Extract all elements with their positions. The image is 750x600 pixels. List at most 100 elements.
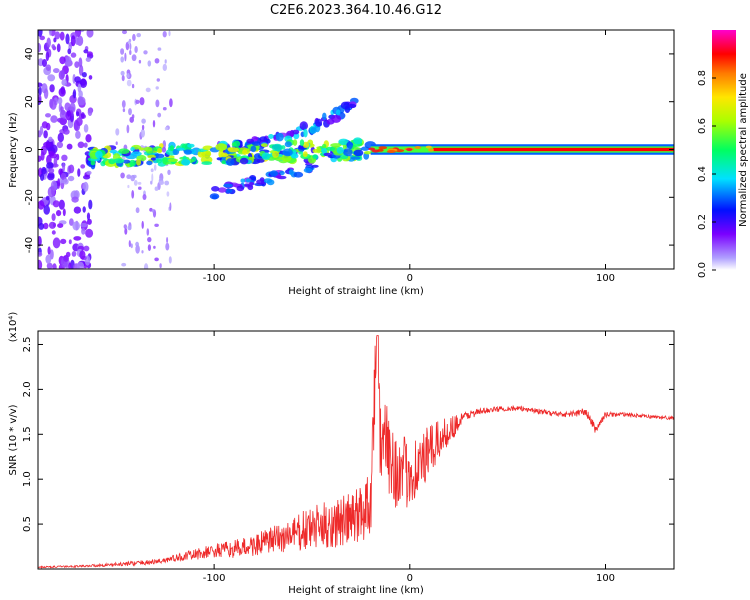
- noise-blob: [50, 115, 58, 123]
- signal-blob: [239, 157, 249, 165]
- colorbar-tick-label: 0.0: [697, 262, 708, 278]
- y-tick-label: 1.0: [22, 471, 33, 487]
- noise-blob: [68, 239, 72, 245]
- signal-blob: [272, 150, 279, 158]
- signal-blob: [157, 148, 163, 153]
- noise-blob: [60, 69, 65, 79]
- noise-blob: [82, 206, 86, 213]
- signal-blob: [261, 143, 268, 148]
- noise-blob: [79, 78, 88, 89]
- noise-blob: [43, 88, 49, 99]
- signal-blob: [363, 151, 372, 155]
- noise-blob: [85, 228, 94, 238]
- signal-blob: [129, 159, 137, 167]
- snr-ticks: -100 0 100 0.5 1.0 1.5 2.0 2.5: [22, 331, 674, 584]
- colorbar-tick-label: 0.8: [697, 70, 708, 86]
- signal-blob: [95, 150, 103, 159]
- lower-branch-blob: [311, 164, 319, 168]
- x-tick-label: 100: [596, 273, 615, 284]
- scatter-blob: [151, 173, 154, 183]
- noise-blob: [65, 110, 72, 121]
- signal-blob: [312, 154, 318, 159]
- upper-branch-blob: [336, 109, 341, 116]
- noise-blob: [52, 263, 57, 269]
- carrier-core: [433, 147, 674, 152]
- scatter-blob: [141, 220, 144, 229]
- signal-blob: [156, 158, 162, 164]
- scatter-blob: [128, 108, 132, 116]
- noise-blob: [43, 130, 48, 139]
- signal-blob: [221, 160, 226, 165]
- noise-blob: [86, 212, 91, 221]
- y-tick-label: 20: [24, 95, 35, 108]
- signal-blob: [90, 160, 96, 166]
- colorbar-tick-label: 0.6: [697, 118, 708, 134]
- signal-blob: [242, 149, 248, 155]
- carrier-blob: [425, 145, 432, 149]
- signal-blob: [343, 148, 353, 157]
- y-tick-label: -40: [24, 237, 35, 253]
- noise-blob: [45, 51, 50, 62]
- lower-branch-blob: [240, 178, 246, 183]
- snr-ylabel: SNR (10 * v/v): [8, 404, 19, 475]
- noise-blob: [56, 210, 62, 217]
- scatter-blob: [136, 33, 141, 38]
- noise-blob: [82, 181, 89, 192]
- y-tick-label: 0: [24, 146, 35, 152]
- noise-blob: [40, 173, 45, 181]
- noise-blob: [58, 199, 65, 210]
- lower-branch-blob: [225, 188, 233, 193]
- signal-blob: [176, 147, 185, 151]
- noise-blob: [67, 48, 72, 55]
- noise-blob: [86, 30, 94, 38]
- colorbar-tick-label: 0.4: [697, 166, 708, 182]
- noise-blob: [72, 221, 80, 231]
- noise-blob: [38, 236, 42, 247]
- signal-blob: [201, 151, 212, 158]
- noise-blob: [54, 31, 61, 40]
- scatter-blob: [169, 98, 173, 108]
- noise-blob: [67, 175, 75, 182]
- colorbar-ticks: 0.0 0.2 0.4 0.6 0.8: [697, 70, 716, 278]
- scatter-blob: [135, 241, 140, 247]
- lower-branch-blob: [303, 167, 313, 173]
- scatter-blob: [137, 181, 142, 185]
- noise-blob: [46, 122, 51, 131]
- lower-branch-blob: [248, 182, 255, 186]
- noise-blob: [87, 108, 93, 116]
- scatter-blob: [144, 263, 149, 269]
- scatter-blob: [127, 184, 130, 189]
- noise-blob: [57, 223, 64, 229]
- signal-blob: [322, 143, 327, 149]
- signal-blob: [298, 151, 304, 155]
- colorbar: 0.0 0.2 0.4 0.6 0.8 Normalized spectral ampl…: [697, 30, 749, 278]
- signal-blob: [251, 141, 261, 146]
- noise-blob: [48, 167, 55, 174]
- lower-branch-blob: [211, 186, 220, 192]
- noise-blob: [46, 37, 51, 48]
- lower-branch-blob: [223, 183, 233, 188]
- scatter-blob: [146, 228, 150, 236]
- carrier-blob: [428, 148, 435, 152]
- scatter-blob: [120, 56, 124, 63]
- scatter-blob: [124, 52, 127, 62]
- noise-blob: [64, 102, 71, 111]
- carrier-blob: [386, 150, 396, 153]
- scatter-blob: [154, 223, 159, 227]
- signal-blob: [181, 159, 191, 166]
- signal-blob: [233, 140, 241, 148]
- noise-blob: [45, 64, 52, 71]
- noise-blob: [61, 154, 68, 161]
- signal-blob: [336, 146, 344, 154]
- spectrogram-ticks: -100 0 100 -40 -20 0 20 40: [24, 30, 674, 284]
- signal-blob: [250, 145, 257, 153]
- scatter-blob: [126, 79, 132, 87]
- noise-blob: [86, 170, 92, 175]
- snr-panel: -100 0 100 0.5 1.0 1.5 2.0 2.5 Height of straig…: [8, 312, 675, 596]
- lower-branch-blob: [266, 179, 275, 186]
- noise-blob: [77, 96, 84, 106]
- scatter-blob: [162, 63, 167, 71]
- scatter-blob: [156, 78, 160, 82]
- signal-blob: [220, 152, 228, 158]
- noise-blob: [68, 164, 75, 174]
